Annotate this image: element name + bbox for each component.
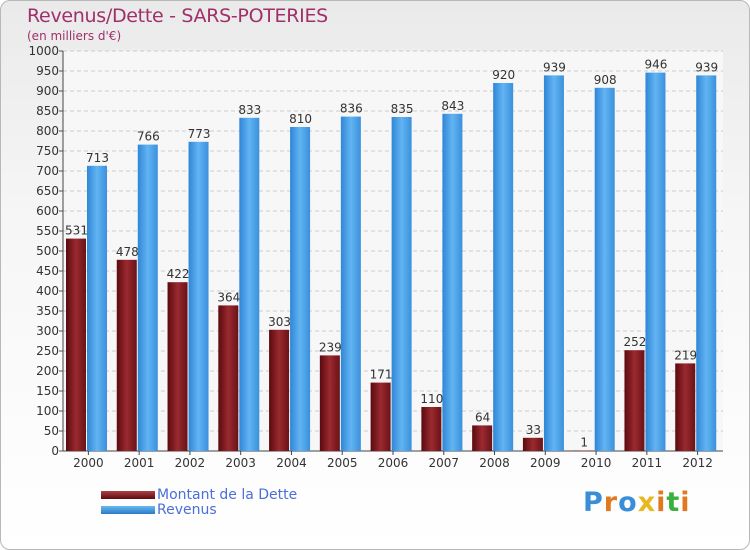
- y-tick-label: 750: [36, 144, 59, 158]
- bar-debt: [218, 305, 239, 451]
- bar-revenue: [239, 117, 260, 452]
- y-tick-label: 450: [36, 264, 59, 278]
- data-label-revenue: 920: [492, 68, 515, 82]
- y-tick-label: 550: [36, 224, 59, 238]
- y-tick-label: 350: [36, 304, 59, 318]
- bar-revenue: [645, 72, 666, 451]
- data-label-debt: 364: [217, 290, 240, 304]
- x-tick-label: 2012: [682, 456, 713, 470]
- y-tick-label: 150: [36, 384, 59, 398]
- bar-debt: [116, 259, 137, 451]
- legend-item-revenue: Revenus: [101, 502, 217, 518]
- data-label-debt: 303: [268, 315, 291, 329]
- proxiti-logo: Proxiti: [583, 487, 691, 518]
- y-tick-label: 200: [36, 364, 59, 378]
- y-tick-label: 500: [36, 244, 59, 258]
- data-label-revenue: 836: [340, 102, 363, 116]
- x-tick-label: 2011: [632, 456, 663, 470]
- data-label-revenue: 939: [695, 60, 718, 74]
- y-tick-label: 800: [36, 124, 59, 138]
- data-label-debt: 239: [319, 340, 342, 354]
- x-tick-label: 2009: [530, 456, 561, 470]
- bar-revenue: [594, 87, 615, 452]
- y-tick-label: 900: [36, 84, 59, 98]
- y-tick-label: 1000: [28, 44, 59, 58]
- bar-debt: [269, 329, 290, 451]
- y-tick-label: 250: [36, 344, 59, 358]
- y-tick-label: 100: [36, 404, 59, 418]
- data-label-revenue: 939: [543, 60, 566, 74]
- legend-item-debt: Montant de la Dette: [101, 487, 297, 503]
- bar-revenue: [188, 141, 209, 452]
- bar-revenue: [340, 116, 361, 451]
- x-tick-label: 2001: [124, 456, 155, 470]
- data-label-revenue: 835: [391, 102, 414, 116]
- x-tick-label: 2008: [479, 456, 510, 470]
- data-label-debt: 252: [624, 335, 647, 349]
- data-label-revenue: 766: [137, 130, 160, 144]
- x-tick-label: 2000: [73, 456, 104, 470]
- legend-label-debt: Montant de la Dette: [157, 487, 298, 503]
- data-label-revenue: 713: [86, 151, 109, 165]
- data-label-revenue: 908: [594, 73, 617, 87]
- x-tick-label: 2004: [276, 456, 307, 470]
- x-tick-label: 2003: [225, 456, 256, 470]
- x-tick-label: 2002: [175, 456, 206, 470]
- data-label-debt: 1: [580, 436, 588, 450]
- y-tick-label: 0: [51, 444, 59, 458]
- bar-debt: [522, 437, 543, 451]
- chart-title: Revenus/Dette - SARS-POTERIES: [27, 5, 328, 27]
- data-label-debt: 110: [420, 392, 443, 406]
- bar-revenue: [290, 127, 311, 451]
- data-label-debt: 531: [65, 224, 88, 238]
- legend-swatch-debt: [101, 491, 155, 499]
- bar-debt: [624, 350, 645, 451]
- bar-debt: [167, 282, 188, 451]
- bar-debt: [319, 355, 340, 451]
- data-label-debt: 478: [116, 245, 139, 259]
- y-tick-label: 700: [36, 164, 59, 178]
- bar-revenue: [442, 113, 463, 452]
- data-label-debt: 219: [674, 348, 697, 362]
- data-label-debt: 64: [475, 410, 490, 424]
- y-tick-label: 400: [36, 284, 59, 298]
- x-tick-label: 2010: [581, 456, 612, 470]
- y-tick-label: 950: [36, 64, 59, 78]
- data-label-revenue: 773: [188, 127, 211, 141]
- bar-revenue: [493, 83, 514, 451]
- bar-debt: [472, 425, 493, 451]
- data-label-debt: 171: [370, 368, 393, 382]
- y-tick-label: 650: [36, 184, 59, 198]
- bar-debt: [421, 407, 442, 451]
- bar-revenue: [137, 144, 158, 451]
- data-label-revenue: 810: [289, 112, 312, 126]
- x-tick-label: 2005: [327, 456, 358, 470]
- bar-revenue: [391, 117, 412, 451]
- legend-label-revenue: Revenus: [157, 502, 217, 518]
- data-label-debt: 422: [167, 267, 190, 281]
- data-label-revenue: 843: [441, 99, 464, 113]
- bar-debt: [675, 363, 696, 451]
- data-label-revenue: 946: [645, 58, 668, 72]
- y-tick-label: 50: [44, 424, 59, 438]
- x-tick-label: 2006: [378, 456, 409, 470]
- bar-debt: [370, 382, 391, 451]
- data-label-revenue: 833: [238, 103, 261, 117]
- bar-revenue: [87, 165, 107, 452]
- bar-revenue: [543, 75, 564, 452]
- x-tick-label: 2007: [428, 456, 459, 470]
- chart-subtitle: (en milliers d'€): [27, 29, 122, 43]
- y-tick-label: 850: [36, 104, 59, 118]
- y-tick-label: 600: [36, 204, 59, 218]
- data-label-debt: 33: [526, 423, 541, 437]
- legend-swatch-revenue: [101, 506, 155, 514]
- bar-debt: [66, 238, 86, 451]
- y-tick-label: 300: [36, 324, 59, 338]
- bar-revenue: [696, 75, 717, 452]
